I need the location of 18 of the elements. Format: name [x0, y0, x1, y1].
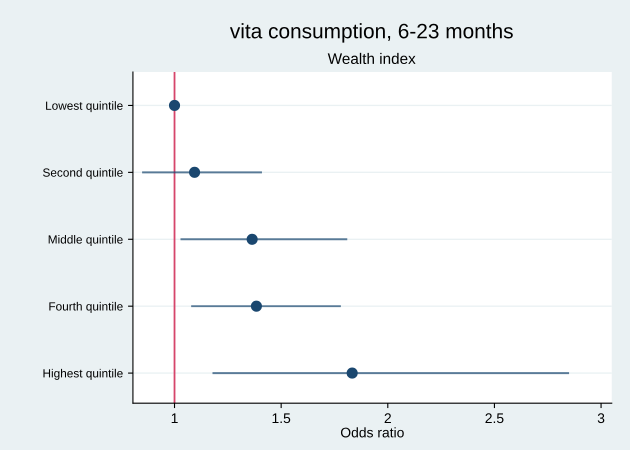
- chart-title: vita consumption, 6-23 months: [230, 23, 513, 43]
- point: [346, 368, 358, 379]
- x-tick-label: 1.5: [272, 413, 290, 424]
- x-tick-label: 3: [598, 413, 604, 424]
- y-tick-label: Fourth quintile: [49, 302, 123, 313]
- point: [189, 166, 200, 178]
- x-tick-label: 1: [172, 413, 178, 423]
- y-tick-label: Middle quintile: [48, 234, 123, 246]
- y-tick-label: Highest quintile: [43, 368, 123, 380]
- y-tick-label: Lowest quintile: [46, 101, 123, 112]
- point: [168, 100, 180, 112]
- point: [250, 300, 262, 312]
- x-tick-label: 2.5: [485, 413, 504, 424]
- chart-subtitle: Wealth index: [328, 52, 416, 64]
- point: [246, 234, 258, 245]
- x-axis-title: Odds ratio: [340, 427, 404, 438]
- y-tick-label: Second quintile: [43, 168, 123, 180]
- x-tick-label: 2: [384, 413, 391, 423]
